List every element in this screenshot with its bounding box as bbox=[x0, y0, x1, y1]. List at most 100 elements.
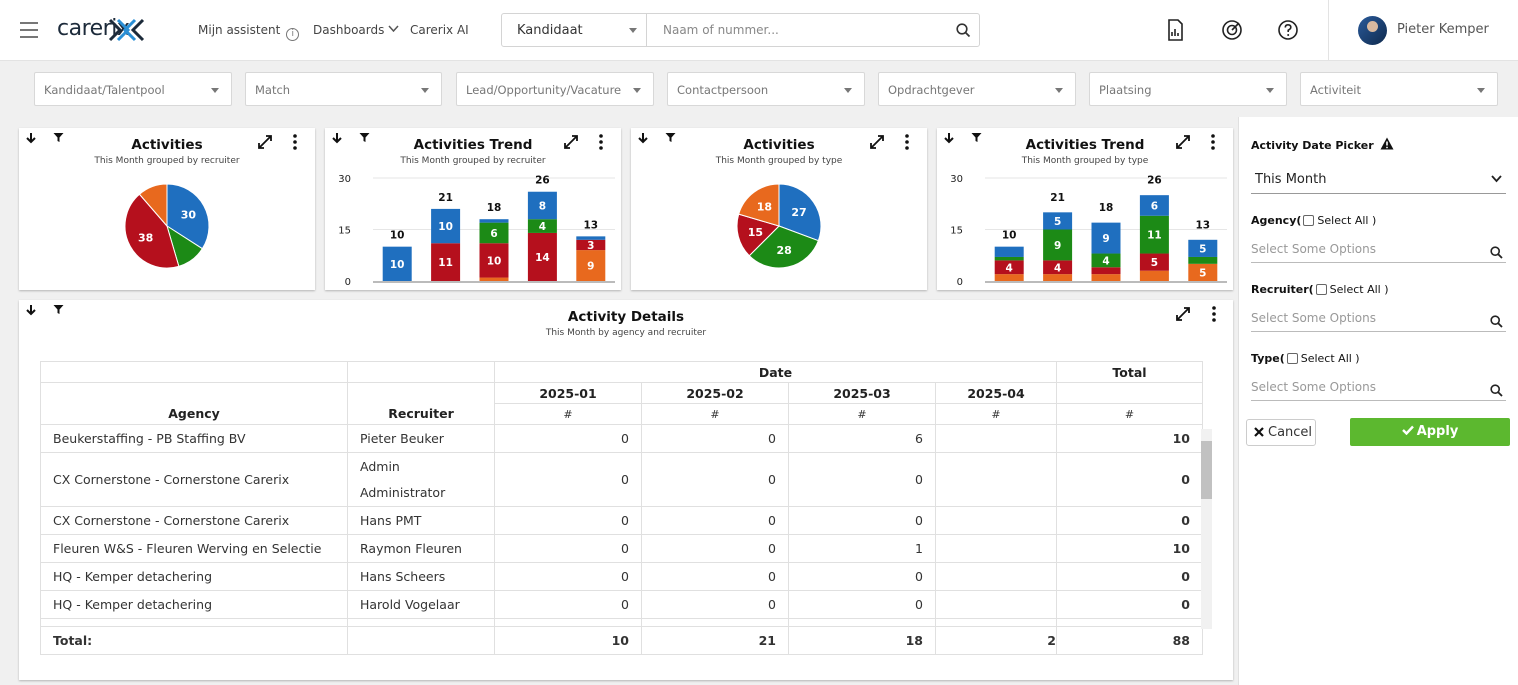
search-icon bbox=[1490, 246, 1503, 259]
filter-plaatsing[interactable]: Plaatsing bbox=[1089, 72, 1287, 106]
filter-kandidaat[interactable]: Kandidaat/Talentpool bbox=[34, 72, 232, 106]
card-subtitle: This Month grouped by recruiter bbox=[94, 156, 240, 166]
recruiter-label-text: Recruiter( bbox=[1251, 283, 1314, 296]
bar-segment-label: 4 bbox=[1006, 262, 1013, 274]
caret-down-icon bbox=[211, 88, 219, 93]
filter-activiteit[interactable]: Activiteit bbox=[1300, 72, 1498, 106]
bar-segment bbox=[1139, 270, 1169, 281]
more-vertical-icon[interactable] bbox=[293, 134, 297, 150]
user-name[interactable]: Pieter Kemper bbox=[1397, 22, 1489, 37]
filter-icon[interactable] bbox=[53, 304, 64, 315]
cell-agency: HQ - Kemper detachering bbox=[40, 562, 348, 591]
search-entity-select[interactable]: Kandidaat bbox=[502, 14, 647, 46]
caret-down-icon bbox=[844, 88, 852, 93]
warning-icon bbox=[1380, 137, 1394, 150]
search-icon[interactable] bbox=[956, 23, 971, 38]
bar-segment bbox=[1188, 263, 1218, 281]
y-tick-label: 30 bbox=[950, 174, 963, 185]
cell-value: 0 bbox=[788, 562, 936, 591]
cell-agency: Fleuren W&S - Fleuren Werving en Selecti… bbox=[40, 534, 348, 563]
download-icon[interactable] bbox=[331, 132, 343, 144]
scrollbar-thumb[interactable] bbox=[1201, 441, 1212, 499]
recruiter-select[interactable]: Select Some Options bbox=[1251, 311, 1506, 332]
download-icon[interactable] bbox=[943, 132, 955, 144]
filter-icon[interactable] bbox=[53, 132, 64, 143]
header-month[interactable]: 2025-04 bbox=[935, 382, 1057, 404]
cancel-button[interactable]: Cancel bbox=[1246, 419, 1316, 446]
more-vertical-icon[interactable] bbox=[905, 134, 909, 150]
expand-icon[interactable] bbox=[563, 134, 579, 150]
bar-segment-label: 6 bbox=[490, 228, 497, 240]
menu-icon[interactable] bbox=[20, 22, 38, 38]
expand-icon[interactable] bbox=[1175, 134, 1191, 150]
bar-total-label: 18 bbox=[487, 202, 502, 214]
pie-slice-label: 15 bbox=[748, 226, 763, 239]
bar-segment-label: 8 bbox=[539, 200, 546, 212]
type-select-all-checkbox[interactable] bbox=[1286, 353, 1298, 364]
expand-icon[interactable] bbox=[1175, 306, 1191, 322]
bar-segment bbox=[1188, 239, 1218, 257]
expand-icon[interactable] bbox=[257, 134, 273, 150]
more-vertical-icon[interactable] bbox=[599, 134, 603, 150]
side-panel: Activity Date Picker This Month Agency(S… bbox=[1238, 117, 1518, 685]
filter-icon[interactable] bbox=[971, 132, 982, 143]
info-icon[interactable]: i bbox=[286, 28, 300, 41]
cell-recruiter: Hans Scheers bbox=[347, 562, 495, 591]
header-row-group: Date Total bbox=[40, 361, 1203, 383]
header-month[interactable]: 2025-02 bbox=[641, 382, 789, 404]
download-icon[interactable] bbox=[25, 132, 37, 144]
cell-value: 0 bbox=[641, 424, 789, 453]
filter-contactpersoon[interactable]: Contactpersoon bbox=[667, 72, 865, 106]
nav-dashboards[interactable]: Dashboards bbox=[313, 23, 399, 37]
report-icon[interactable] bbox=[1163, 18, 1187, 42]
more-vertical-icon[interactable] bbox=[1212, 306, 1216, 322]
details-subtitle: This Month by agency and recruiter bbox=[545, 328, 707, 338]
bar-segment-label: 11 bbox=[1147, 230, 1162, 242]
table-row: CX Cornerstone - Cornerstone Carerix Adm… bbox=[40, 452, 1203, 507]
filter-match[interactable]: Match bbox=[245, 72, 442, 106]
filter-icon[interactable] bbox=[665, 132, 676, 143]
bar-segment bbox=[1091, 274, 1121, 281]
filter-label: Plaatsing bbox=[1099, 83, 1152, 97]
bar-total-label: 13 bbox=[1195, 219, 1210, 231]
header-agency[interactable]: Agency bbox=[40, 403, 348, 425]
agency-select-all-checkbox[interactable] bbox=[1303, 215, 1315, 226]
expand-icon[interactable] bbox=[869, 134, 885, 150]
cell-value: 0 bbox=[641, 534, 789, 563]
header-recruiter[interactable]: Recruiter bbox=[347, 403, 495, 425]
download-icon[interactable] bbox=[637, 132, 649, 144]
apply-button[interactable]: Apply bbox=[1350, 418, 1510, 446]
target-icon[interactable] bbox=[1220, 18, 1244, 42]
table-scrollbar[interactable] bbox=[1201, 429, 1212, 629]
header-month[interactable]: 2025-03 bbox=[788, 382, 936, 404]
type-select[interactable]: Select Some Options bbox=[1251, 380, 1506, 401]
filter-icon[interactable] bbox=[359, 132, 370, 143]
download-icon[interactable] bbox=[25, 304, 37, 316]
nav-carerix-ai[interactable]: Carerix AI bbox=[410, 23, 469, 37]
help-icon[interactable] bbox=[1276, 18, 1300, 42]
y-tick-label: 15 bbox=[950, 226, 963, 237]
header-hash: # bbox=[788, 403, 936, 425]
recruiter-select-all-checkbox[interactable] bbox=[1315, 284, 1327, 295]
cell-partial bbox=[788, 618, 936, 627]
cell-agency: Beukerstaffing - PB Staffing BV bbox=[40, 424, 348, 453]
nav-assistant[interactable]: Mijn assistent i bbox=[198, 23, 300, 41]
search-input[interactable] bbox=[648, 14, 938, 46]
header-month[interactable]: 2025-01 bbox=[494, 382, 642, 404]
pie-slice bbox=[138, 183, 168, 228]
table-row-partial bbox=[40, 618, 1203, 627]
cell-value bbox=[935, 562, 1057, 591]
caret-down-icon bbox=[629, 28, 637, 33]
bar-segment bbox=[431, 208, 461, 244]
more-vertical-icon[interactable] bbox=[1211, 134, 1215, 150]
filter-opdrachtgever[interactable]: Opdrachtgever bbox=[878, 72, 1076, 106]
filter-lead[interactable]: Lead/Opportunity/Vacature bbox=[456, 72, 654, 106]
avatar[interactable] bbox=[1358, 16, 1387, 45]
cell-value bbox=[935, 506, 1057, 535]
date-picker-select[interactable]: This Month bbox=[1251, 172, 1506, 194]
bar-segment-label: 4 bbox=[539, 221, 546, 233]
cell-recruiter: Pieter Beuker bbox=[347, 424, 495, 453]
details-table: Date Total 2025-01 2025-02 2025-03 2025-… bbox=[40, 361, 1203, 655]
header-cell bbox=[1056, 382, 1203, 404]
agency-select[interactable]: Select Some Options bbox=[1251, 242, 1506, 263]
